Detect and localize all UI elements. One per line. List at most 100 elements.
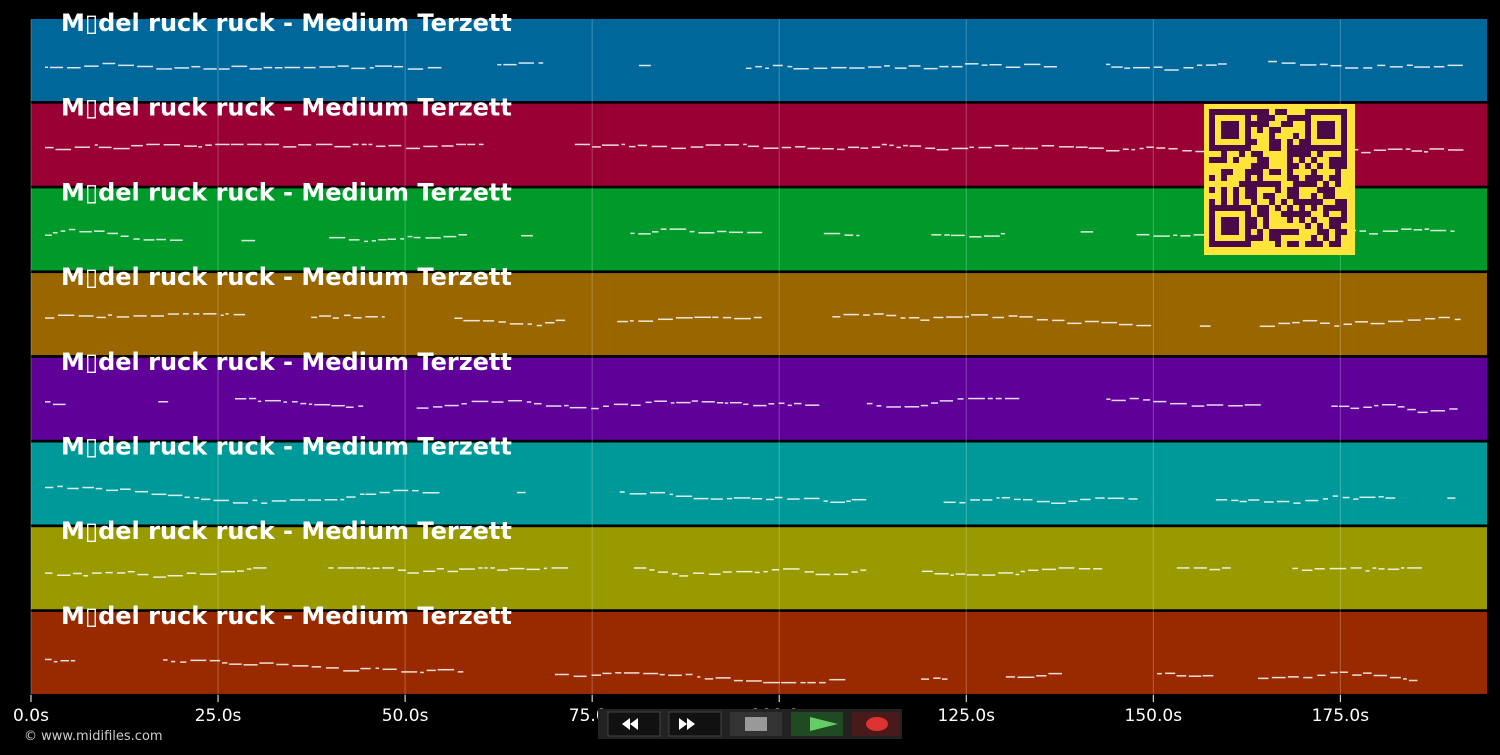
qr-cell xyxy=(1257,169,1263,175)
qr-cell xyxy=(1305,163,1311,169)
note xyxy=(220,570,235,573)
note xyxy=(693,497,709,500)
note xyxy=(182,313,189,315)
note xyxy=(1389,676,1401,679)
qr-cell xyxy=(1251,217,1257,223)
note xyxy=(1370,322,1385,325)
note xyxy=(722,571,732,573)
note xyxy=(1377,64,1386,67)
note xyxy=(303,66,316,69)
rewind-button[interactable] xyxy=(607,711,661,737)
note xyxy=(229,663,242,665)
qr-cell xyxy=(1317,151,1323,157)
note xyxy=(91,572,102,574)
play-button[interactable] xyxy=(791,712,843,736)
qr-cell xyxy=(1227,241,1233,247)
note xyxy=(934,573,949,575)
note xyxy=(692,572,705,574)
note xyxy=(1369,233,1378,235)
qr-cell xyxy=(1221,217,1227,223)
stop-button[interactable] xyxy=(730,712,782,736)
qr-cell xyxy=(1263,121,1269,127)
qr-cell xyxy=(1245,187,1251,193)
qr-cell xyxy=(1245,169,1251,175)
qr-cell xyxy=(1299,157,1305,163)
note xyxy=(1338,405,1350,408)
note xyxy=(57,485,63,488)
note xyxy=(397,569,406,572)
note xyxy=(427,66,442,69)
note xyxy=(654,400,667,402)
qr-cell xyxy=(1257,175,1263,181)
note xyxy=(1153,66,1163,68)
qr-cell xyxy=(1323,145,1329,151)
note xyxy=(694,316,712,319)
note xyxy=(671,573,678,575)
note xyxy=(968,397,985,400)
note xyxy=(365,493,377,496)
qr-cell xyxy=(1341,211,1347,217)
qr-cell xyxy=(1335,235,1341,241)
note xyxy=(1334,325,1340,327)
note xyxy=(751,497,763,500)
note xyxy=(923,67,938,70)
note xyxy=(787,498,800,500)
qr-cell xyxy=(1209,157,1215,163)
qr-cell xyxy=(1329,193,1335,199)
qr-cell xyxy=(1299,145,1305,151)
note xyxy=(1239,500,1247,503)
note xyxy=(1005,66,1021,68)
note xyxy=(726,497,733,500)
qr-cell xyxy=(1335,109,1341,115)
qr-cell xyxy=(1293,175,1299,181)
note xyxy=(215,143,230,146)
note xyxy=(343,670,360,672)
qr-cell xyxy=(1281,211,1287,217)
qr-cell xyxy=(1275,229,1281,235)
note xyxy=(969,146,974,149)
qr-cell xyxy=(1341,205,1347,211)
qr-cell xyxy=(1275,145,1281,151)
forward-button[interactable] xyxy=(668,711,722,737)
qr-cell xyxy=(1227,121,1233,127)
note xyxy=(793,402,802,405)
note xyxy=(1084,320,1099,323)
note xyxy=(186,572,197,574)
note xyxy=(701,401,715,403)
note xyxy=(868,66,882,68)
note xyxy=(171,660,176,663)
note xyxy=(526,401,532,403)
note xyxy=(118,64,135,67)
qr-cell xyxy=(1257,121,1263,127)
note xyxy=(1342,496,1350,499)
note xyxy=(803,497,820,500)
note xyxy=(393,65,404,68)
note xyxy=(951,147,969,150)
qr-cell xyxy=(1209,175,1215,181)
note xyxy=(78,315,94,317)
qr-cell xyxy=(1335,217,1341,223)
note xyxy=(45,146,54,149)
note xyxy=(298,144,312,146)
note xyxy=(372,567,380,569)
note xyxy=(1332,495,1339,497)
note xyxy=(545,321,555,324)
note xyxy=(120,235,129,238)
note xyxy=(856,234,860,237)
note xyxy=(970,499,980,501)
note xyxy=(753,316,762,319)
note xyxy=(319,315,332,317)
qr-cell xyxy=(1341,157,1347,163)
note xyxy=(387,238,397,240)
note xyxy=(819,681,826,684)
note xyxy=(484,567,488,569)
qr-cell xyxy=(1323,205,1329,211)
note xyxy=(920,319,930,321)
qr-cell xyxy=(1341,109,1347,115)
note xyxy=(866,402,873,405)
qr-cell xyxy=(1257,229,1263,235)
qr-cell xyxy=(1233,121,1239,127)
qr-cell xyxy=(1245,133,1251,139)
record-button[interactable] xyxy=(852,712,900,736)
